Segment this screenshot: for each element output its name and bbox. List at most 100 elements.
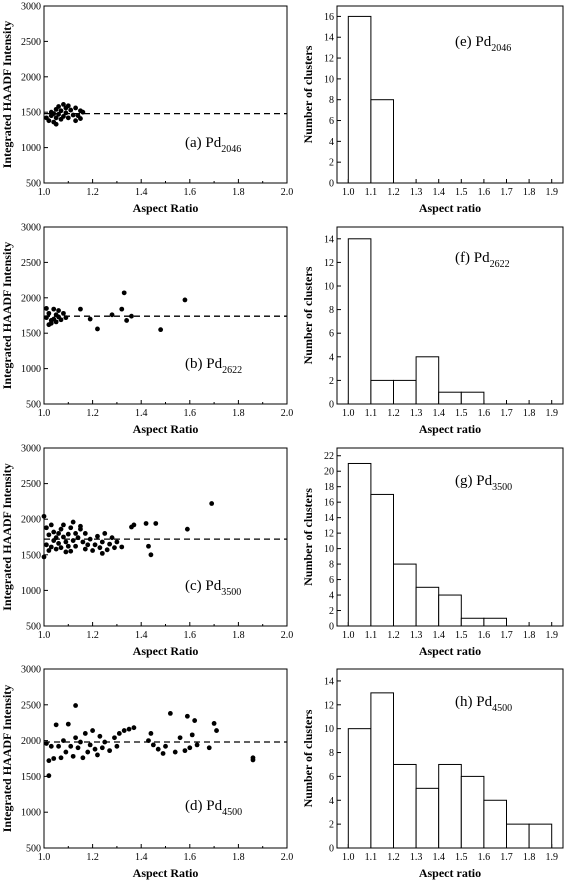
histogram-bar xyxy=(347,238,372,405)
data-point xyxy=(97,545,103,551)
y-tick-label: 1500 xyxy=(21,329,41,340)
y-tick-label: 0 xyxy=(329,622,334,633)
data-point xyxy=(95,326,100,332)
x-tick-label: 1.0 xyxy=(38,852,51,863)
y-tick-label: 6 xyxy=(329,116,334,127)
y-tick-label: 2 xyxy=(329,158,334,169)
x-tick-label: 1.0 xyxy=(38,187,51,198)
data-point xyxy=(189,732,195,738)
panel-label-subscript: 2046 xyxy=(491,43,511,54)
data-point xyxy=(53,115,59,121)
y-tick-label: 12 xyxy=(324,258,334,269)
x-axis-label: Aspect Ratio xyxy=(133,201,199,215)
panel-label: (b) Pd2622 xyxy=(185,356,242,376)
y-tick-label: 2 xyxy=(329,820,334,831)
data-point xyxy=(250,757,256,763)
data-point xyxy=(73,735,78,741)
data-point xyxy=(73,543,78,549)
x-tick-label: 1.2 xyxy=(387,187,400,198)
y-tick-label: 3000 xyxy=(21,2,41,13)
y-tick-label: 1000 xyxy=(21,586,41,597)
x-tick-label: 1.2 xyxy=(86,852,99,863)
plot-frame xyxy=(43,226,288,405)
x-tick-label: 1.6 xyxy=(184,408,197,419)
x-tick-label: 1.4 xyxy=(432,187,445,198)
data-point xyxy=(48,320,54,326)
data-point xyxy=(143,521,149,526)
x-tick-label: 1.9 xyxy=(545,852,558,863)
x-tick-label: 2.0 xyxy=(281,187,294,198)
data-point xyxy=(78,523,83,529)
y-tick-label: 2500 xyxy=(21,700,41,711)
data-point xyxy=(148,552,154,558)
x-tick-label: 1.5 xyxy=(455,187,468,198)
data-point xyxy=(184,713,190,719)
data-point xyxy=(114,743,120,749)
y-tick-label: 14 xyxy=(324,676,334,687)
histogram-bar xyxy=(393,379,417,405)
y-tick-label: 4 xyxy=(329,137,334,148)
data-point xyxy=(46,548,52,553)
x-tick-label: 1.6 xyxy=(478,852,491,863)
x-tick-label: 1.1 xyxy=(365,852,378,863)
y-tick-label: 0 xyxy=(329,179,334,190)
data-point xyxy=(87,536,93,542)
data-point xyxy=(182,748,188,754)
data-point xyxy=(146,738,151,743)
data-point xyxy=(73,118,78,124)
x-tick-label: 1.5 xyxy=(455,852,468,863)
x-tick-label: 1.3 xyxy=(410,187,423,198)
x-axis-label: Aspect Ratio xyxy=(133,644,199,658)
data-point xyxy=(119,544,125,550)
y-tick-label: 4 xyxy=(329,352,334,363)
data-point xyxy=(61,738,66,743)
x-axis-label: Aspect ratio xyxy=(419,866,481,880)
y-tick-label: 12 xyxy=(324,54,334,65)
data-point xyxy=(44,741,49,746)
panel-label: (f) Pd2622 xyxy=(455,250,510,270)
y-tick-label: 6 xyxy=(329,329,334,340)
x-tick-label: 1.4 xyxy=(135,408,148,419)
x-tick-label: 1.6 xyxy=(478,630,491,641)
data-point xyxy=(80,755,86,761)
data-point xyxy=(63,539,69,545)
data-point xyxy=(206,745,212,751)
y-axis-label: Number of clusters xyxy=(301,709,315,807)
histogram-bar xyxy=(415,586,440,627)
data-point xyxy=(61,114,66,119)
x-tick-label: 1.2 xyxy=(387,852,400,863)
data-point xyxy=(129,313,134,319)
histogram-bar xyxy=(438,594,462,627)
y-tick-label: 14 xyxy=(324,513,334,524)
x-tick-label: 1.2 xyxy=(387,408,400,419)
y-tick-label: 1000 xyxy=(21,364,41,375)
data-point xyxy=(68,525,74,531)
plot-frame xyxy=(336,5,564,184)
panel-label: (e) Pd2046 xyxy=(455,34,511,54)
data-point xyxy=(158,327,164,333)
x-tick-label: 1.8 xyxy=(232,852,245,863)
x-axis-label: Aspect ratio xyxy=(419,422,481,436)
y-tick-label: 8 xyxy=(329,305,334,316)
histogram-bar xyxy=(460,617,485,627)
data-point xyxy=(78,306,83,312)
x-tick-label: 1.8 xyxy=(232,187,245,198)
x-tick-label: 1.8 xyxy=(232,408,245,419)
data-point xyxy=(68,548,74,554)
data-point xyxy=(82,546,88,552)
data-point xyxy=(121,728,127,733)
y-tick-label: 2500 xyxy=(21,258,41,269)
data-point xyxy=(131,522,137,528)
data-point xyxy=(107,541,113,547)
chart-panel-e: 0 2 4 6 8 10 12 14 16 1.0 1.1 1.2 1.3 1.4 1.5 1.6 1.7 1.8… xyxy=(301,5,564,215)
data-point xyxy=(182,297,188,303)
x-tick-label: 1.1 xyxy=(365,630,378,641)
data-point xyxy=(155,746,161,752)
x-tick-label: 1.6 xyxy=(184,187,197,198)
x-tick-label: 1.4 xyxy=(135,187,148,198)
y-tick-label: 1500 xyxy=(21,772,41,783)
y-tick-label: 22 xyxy=(324,451,334,462)
data-point xyxy=(167,710,173,716)
data-point xyxy=(65,543,71,549)
histogram-bar xyxy=(528,823,553,849)
